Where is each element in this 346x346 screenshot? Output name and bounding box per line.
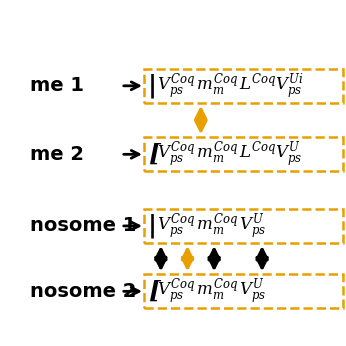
Text: me 1: me 1 [30, 76, 84, 95]
Text: [: [ [147, 279, 160, 303]
Text: |: | [147, 214, 157, 238]
Text: [: [ [147, 142, 160, 166]
Text: nosome 1: nosome 1 [30, 217, 137, 235]
Text: |: | [147, 74, 157, 98]
Text: $V_{ps}^{Coq}\,m_m^{Coq}\,V_{ps}^{U}$: $V_{ps}^{Coq}\,m_m^{Coq}\,V_{ps}^{U}$ [157, 276, 266, 306]
Text: $V_{ps}^{Coq}\,m_m^{Coq}\,V_{ps}^{U}$: $V_{ps}^{Coq}\,m_m^{Coq}\,V_{ps}^{U}$ [157, 211, 266, 241]
Text: nosome 2: nosome 2 [30, 282, 137, 301]
Text: me 2: me 2 [30, 145, 84, 164]
Text: $V_{ps}^{Coq}\,m_m^{Coq}\,L^{Coq}V_{ps}^{U}$: $V_{ps}^{Coq}\,m_m^{Coq}\,L^{Coq}V_{ps}^… [157, 139, 302, 169]
Text: $V_{ps}^{Coq}\,m_m^{Coq}\,L^{Coq}V_{ps}^{Ui}$: $V_{ps}^{Coq}\,m_m^{Coq}\,L^{Coq}V_{ps}^… [157, 71, 303, 101]
